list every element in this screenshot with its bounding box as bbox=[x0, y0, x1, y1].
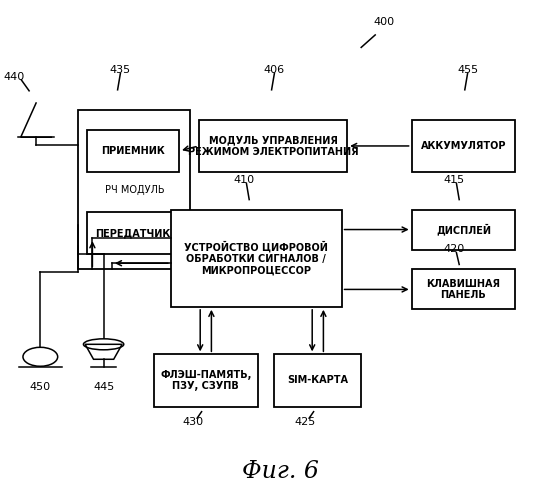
Text: 420: 420 bbox=[443, 245, 464, 254]
Text: 435: 435 bbox=[110, 65, 131, 75]
Bar bbox=[274, 354, 361, 407]
Text: 445: 445 bbox=[93, 382, 114, 392]
Bar bbox=[87, 130, 179, 172]
Text: ПЕРЕДАТЧИК: ПЕРЕДАТЧИК bbox=[95, 228, 171, 239]
Text: 400: 400 bbox=[373, 17, 394, 27]
Bar bbox=[154, 354, 258, 407]
Text: SIM-КАРТА: SIM-КАРТА bbox=[287, 375, 348, 386]
Bar bbox=[199, 120, 347, 172]
Bar bbox=[412, 269, 515, 309]
Text: ПРИЕМНИК: ПРИЕМНИК bbox=[101, 146, 165, 156]
Bar bbox=[171, 210, 342, 307]
Bar bbox=[78, 110, 190, 269]
Text: РЧ МОДУЛЬ: РЧ МОДУЛЬ bbox=[105, 185, 164, 195]
Bar bbox=[87, 212, 179, 254]
Text: 406: 406 bbox=[264, 65, 285, 75]
Text: 410: 410 bbox=[233, 175, 254, 185]
Bar bbox=[412, 210, 515, 250]
Text: АККУМУЛЯТОР: АККУМУЛЯТОР bbox=[421, 141, 506, 151]
Text: УСТРОЙСТВО ЦИФРОВОЙ
ОБРАБОТКИ СИГНАЛОВ /
МИКРОПРОЦЕССОР: УСТРОЙСТВО ЦИФРОВОЙ ОБРАБОТКИ СИГНАЛОВ /… bbox=[184, 241, 328, 275]
Text: ФЛЭШ-ПАМЯТЬ,
ПЗУ, СЗУПВ: ФЛЭШ-ПАМЯТЬ, ПЗУ, СЗУПВ bbox=[160, 370, 251, 391]
Text: ДИСПЛЕЙ: ДИСПЛЕЙ bbox=[436, 224, 491, 236]
Text: 430: 430 bbox=[183, 417, 204, 427]
Bar bbox=[412, 120, 515, 172]
Text: МОДУЛЬ УПРАВЛЕНИЯ
РЕЖИМОМ ЭЛЕКТРОПИТАНИЯ: МОДУЛЬ УПРАВЛЕНИЯ РЕЖИМОМ ЭЛЕКТРОПИТАНИЯ bbox=[188, 135, 358, 157]
Text: Фиг. 6: Фиг. 6 bbox=[241, 460, 319, 483]
Text: 450: 450 bbox=[30, 382, 51, 392]
Text: 455: 455 bbox=[457, 65, 478, 75]
Text: КЛАВИШНАЯ
ПАНЕЛЬ: КЛАВИШНАЯ ПАНЕЛЬ bbox=[426, 278, 501, 300]
Text: 415: 415 bbox=[443, 175, 464, 185]
Text: 440: 440 bbox=[3, 72, 25, 82]
Text: 425: 425 bbox=[295, 417, 316, 427]
